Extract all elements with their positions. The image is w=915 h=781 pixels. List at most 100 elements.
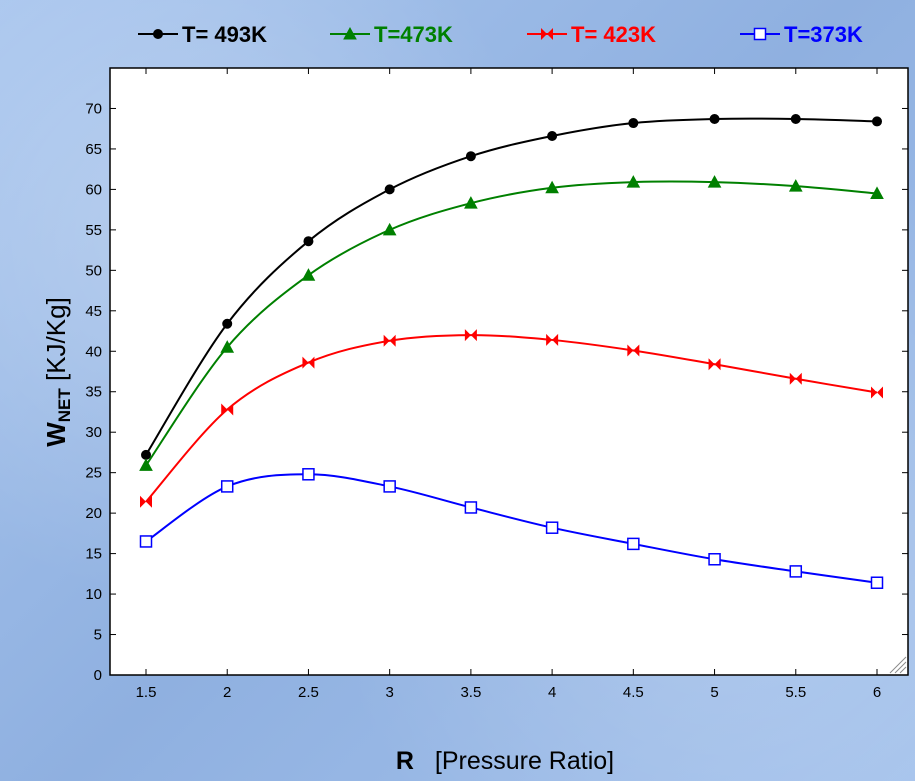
series-3 <box>139 468 884 589</box>
data-point <box>464 329 471 342</box>
data-point <box>139 458 153 471</box>
legend-item: T= 423K <box>527 22 656 47</box>
series-line <box>145 334 878 503</box>
legend-marker <box>753 27 767 41</box>
data-point-half <box>877 386 883 399</box>
data-point <box>383 334 390 347</box>
data-point <box>709 113 720 124</box>
axis-ticks: 1.5 2 2.5 3 3.5 4 4.5 5 5.5 605101520253035404550… <box>85 68 908 701</box>
data-point-half <box>308 356 315 369</box>
y-axis-title-rest: [KJ/Kg] <box>41 297 71 388</box>
data-point-half <box>470 329 477 342</box>
series-line <box>145 473 878 584</box>
data-point <box>545 180 559 194</box>
data-point <box>139 535 153 548</box>
legend-label: T= 493K <box>182 22 267 47</box>
data-point-half <box>389 334 396 347</box>
data-point <box>301 268 316 281</box>
data-point-half <box>227 403 234 416</box>
data-point <box>870 576 884 589</box>
legend-marker <box>343 26 357 40</box>
data-point <box>871 386 877 399</box>
data-point <box>464 196 478 209</box>
data-point <box>384 184 395 195</box>
data-point-half <box>633 344 640 357</box>
data-point <box>220 340 235 353</box>
x-axis-title-rest: [Pressure Ratio] <box>435 747 614 775</box>
legend-item: T=373K <box>740 22 863 47</box>
data-point <box>626 175 641 188</box>
y-tick-label: 0 <box>94 667 102 684</box>
data-point <box>627 344 634 357</box>
data-point <box>382 222 397 236</box>
data-point <box>788 179 803 192</box>
x-axis-title-bold: R <box>396 747 414 775</box>
data-point-half <box>795 372 802 385</box>
x-tick-label: 4.5 <box>623 684 644 701</box>
legend-label: T=373K <box>784 22 863 47</box>
y-tick-label: 30 <box>85 424 102 441</box>
y-tick-label: 10 <box>85 586 102 603</box>
data-point <box>708 358 715 371</box>
x-tick-label: 6 <box>873 684 881 701</box>
y-axis-title-main: W <box>41 422 71 447</box>
data-point <box>547 130 558 141</box>
series-0 <box>141 113 882 460</box>
data-point <box>546 333 553 346</box>
data-point <box>789 565 803 578</box>
series-2 <box>140 329 883 508</box>
y-tick-label: 35 <box>85 384 102 401</box>
legend-marker <box>153 29 163 39</box>
y-tick-label: 55 <box>85 222 102 239</box>
data-point <box>628 118 639 129</box>
x-tick-label: 2 <box>223 684 231 701</box>
x-tick-label: 5.5 <box>785 684 806 701</box>
legend-item: T=473K <box>330 22 453 47</box>
data-point-half <box>146 495 152 508</box>
data-point <box>464 501 478 514</box>
data-point <box>870 186 884 199</box>
x-tick-label: 3 <box>385 684 393 701</box>
resize-grip-icon <box>889 656 907 674</box>
plot-area <box>109 67 909 676</box>
y-tick-label: 40 <box>85 343 102 360</box>
data-point-half <box>552 333 559 346</box>
data-point <box>222 318 233 329</box>
y-axis-title: WNET [KJ/Kg] <box>41 297 74 447</box>
y-tick-label: 70 <box>85 100 102 117</box>
data-point <box>140 495 146 508</box>
data-point <box>872 116 882 127</box>
x-tick-label: 5 <box>710 684 718 701</box>
y-tick-label: 60 <box>85 181 102 198</box>
y-tick-label: 25 <box>85 465 102 482</box>
y-tick-label: 20 <box>85 505 102 522</box>
data-point <box>707 175 722 188</box>
series-layer <box>139 113 884 589</box>
data-point <box>220 480 234 493</box>
data-point <box>790 113 801 124</box>
data-point <box>302 356 309 369</box>
series-line <box>145 117 878 456</box>
x-tick-label: 2.5 <box>298 684 319 701</box>
y-tick-label: 5 <box>94 627 102 644</box>
legend-marker-half <box>547 28 553 40</box>
data-point <box>465 151 476 162</box>
data-point <box>221 403 228 416</box>
data-point <box>141 449 151 460</box>
x-tick-label: 1.5 <box>136 684 157 701</box>
legend-label: T=473K <box>374 22 453 47</box>
y-tick-label: 45 <box>85 303 102 320</box>
y-tick-label: 65 <box>85 141 102 158</box>
y-tick-label: 15 <box>85 546 102 563</box>
series-line <box>145 180 878 466</box>
data-point <box>627 537 640 551</box>
legend-marker <box>541 28 547 40</box>
x-tick-label: 4 <box>548 684 556 701</box>
x-tick-label: 3.5 <box>460 684 481 701</box>
legend-label: T= 423K <box>571 22 656 47</box>
legend-item: T= 493K <box>138 22 267 47</box>
y-axis-title-sub: NET <box>55 388 74 423</box>
x-axis-title: R [Pressure Ratio] <box>396 747 614 775</box>
